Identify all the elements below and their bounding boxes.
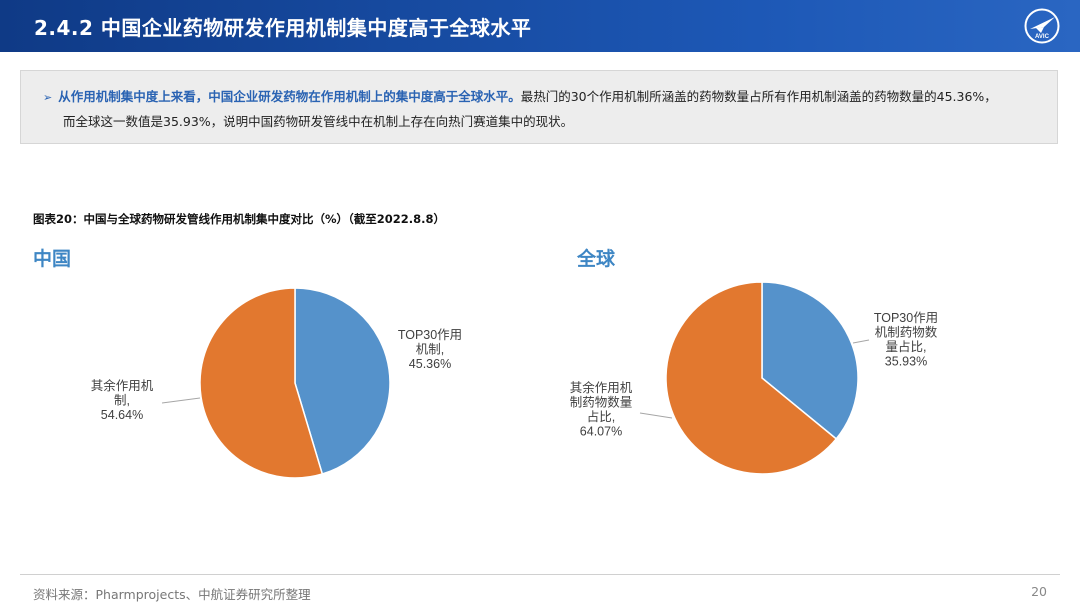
data-label-line: 54.64% xyxy=(101,408,143,422)
data-label-line: 占比, xyxy=(587,409,615,424)
data-label-line: 量占比, xyxy=(886,339,927,354)
data-label-line: 45.36% xyxy=(409,357,451,371)
data-label-line: 64.07% xyxy=(580,425,622,439)
data-label-china-other: 其余作用机制, 54.64% xyxy=(91,378,154,422)
figure-title: 图表20：中国与全球药物研发管线作用机制集中度对比（%）（截至2022.8.8） xyxy=(33,212,446,226)
avic-logo-icon: AVIC xyxy=(1024,8,1060,44)
summary-line-1: ➢ 从作用机制集中度上来看，中国企业研发药物在作用机制上的集中度高于全球水平。最热… xyxy=(43,84,997,110)
summary-highlight: 从作用机制集中度上来看，中国企业研发药物在作用机制上的集中度高于全球水平。 xyxy=(58,89,521,104)
summary-line1-rest: 最热门的30个作用机制所涵盖的药物数量占所有作用机制涵盖的药物数量的45.36%… xyxy=(520,89,997,104)
data-label-line: 机制, xyxy=(416,343,444,357)
bullet-arrow-icon: ➢ xyxy=(43,91,53,104)
data-label-line: 机制药物数 xyxy=(875,325,938,340)
summary-box: ➢ 从作用机制集中度上来看，中国企业研发药物在作用机制上的集中度高于全球水平。最热… xyxy=(20,70,1058,144)
data-label-line: 35.93% xyxy=(885,355,927,369)
data-label-global-top30: TOP30作用机制药物数量占比, 35.93% xyxy=(874,311,938,369)
source-note: 资料来源：Pharmprojects、中航证券研究所整理 xyxy=(33,587,311,602)
summary-line-2: 而全球这一数值是35.93%，说明中国药物研发管线中在机制上存在向热门赛道集中的… xyxy=(63,114,574,129)
data-label-line: 制, xyxy=(114,394,130,408)
leader-line-china-other xyxy=(161,397,201,404)
data-label-line: 其余作用机 xyxy=(570,380,633,395)
leader-line-global-top30 xyxy=(852,339,870,344)
china-chart-title: 中国 xyxy=(33,248,72,270)
page-title: 2.4.2 中国企业药物研发作用机制集中度高于全球水平 xyxy=(34,16,532,40)
page-number: 20 xyxy=(1031,584,1047,599)
title-bar: 2.4.2 中国企业药物研发作用机制集中度高于全球水平 AVIC xyxy=(0,0,1080,52)
data-label-line: TOP30作用 xyxy=(398,328,462,342)
global-chart-title: 全球 xyxy=(577,248,616,270)
pie-slice-china-other xyxy=(199,287,324,479)
data-label-global-other: 其余作用机制药物数量占比, 64.07% xyxy=(570,380,633,439)
footer-divider xyxy=(20,574,1060,575)
data-label-line: 制药物数量 xyxy=(570,395,633,410)
pie-slice-global-top30 xyxy=(761,281,859,440)
pie-slice-china-top30 xyxy=(294,287,391,475)
data-label-china-top30: TOP30作用机制, 45.36% xyxy=(398,328,462,371)
leader-line-global-other xyxy=(639,412,673,419)
data-label-line: 其余作用机 xyxy=(91,378,154,393)
logo-text: AVIC xyxy=(1035,34,1050,40)
pie-slice-global-other xyxy=(665,281,838,475)
data-label-line: TOP30作用 xyxy=(874,311,938,325)
